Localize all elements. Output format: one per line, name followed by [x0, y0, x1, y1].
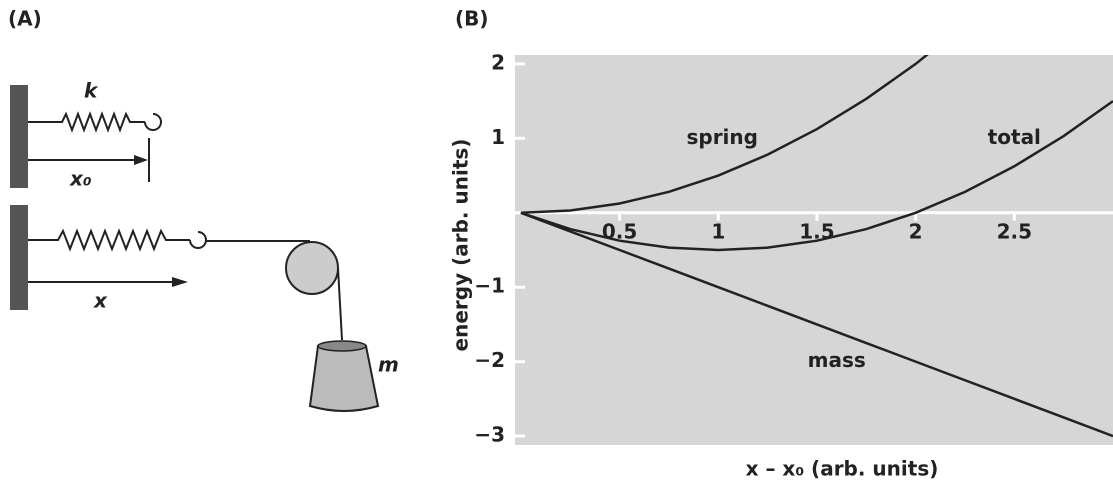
- panel-b: (B) x – x₀ (arb. units) energy (arb. uni…: [449, 0, 1113, 480]
- panel-a: (A) k x₀ x m: [8, 7, 399, 412]
- x-tick-label: 1: [711, 219, 725, 243]
- mass-label: m: [378, 353, 399, 377]
- y-tick-label: 2: [491, 50, 505, 74]
- curve-label: mass: [808, 348, 866, 372]
- spring-constant-label: k: [84, 79, 99, 103]
- spring: [28, 231, 190, 249]
- hook: [145, 114, 161, 130]
- y-tick-label: −1: [474, 274, 505, 298]
- x-tick-label: 2: [909, 219, 923, 243]
- x0-label: x₀: [69, 167, 92, 191]
- figure: (A) k x₀ x m (B) x – x₀ (arb. units) ene…: [0, 0, 1113, 490]
- curve-label: total: [988, 125, 1041, 149]
- wall: [10, 205, 28, 310]
- weight-top: [318, 341, 366, 351]
- y-tick-label: −2: [474, 348, 505, 372]
- y-axis-title: energy (arb. units): [449, 139, 473, 352]
- weight: [310, 346, 378, 411]
- panel-label: (A): [8, 7, 42, 31]
- hook: [190, 232, 206, 248]
- arrow-head: [172, 277, 188, 287]
- panel-label: (B): [455, 7, 489, 31]
- plot-background: [515, 55, 1113, 445]
- pulley: [286, 242, 338, 294]
- arrow-head: [134, 155, 148, 165]
- y-tick-label: −3: [474, 423, 505, 447]
- x-label: x: [93, 289, 108, 313]
- x-tick-label: 2.5: [997, 219, 1032, 243]
- y-tick-label: 1: [491, 125, 505, 149]
- curve-label: spring: [686, 125, 758, 149]
- rope: [338, 268, 342, 340]
- x-axis-title: x – x₀ (arb. units): [746, 457, 939, 481]
- spring: [28, 114, 145, 130]
- wall: [10, 85, 28, 188]
